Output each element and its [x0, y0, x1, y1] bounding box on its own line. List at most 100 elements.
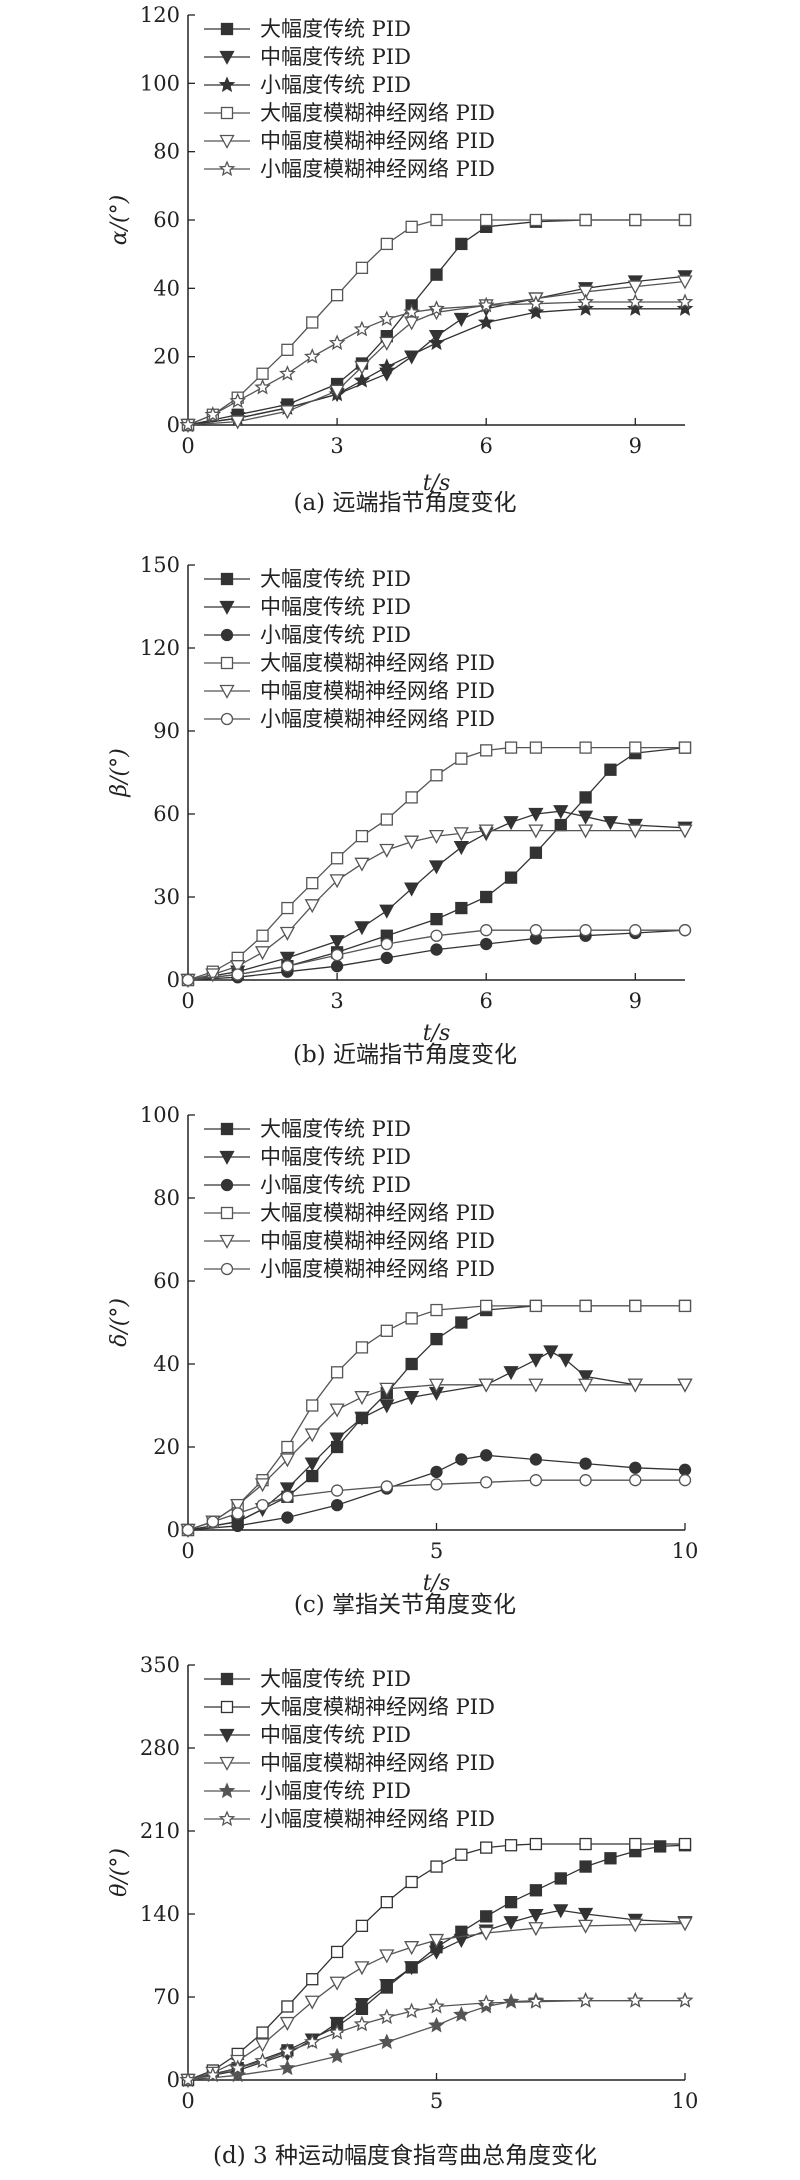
data-point: [678, 741, 692, 754]
data-point: [554, 818, 567, 832]
legend-marker: [219, 1756, 235, 1771]
series-5: [180, 275, 693, 433]
data-point: [306, 877, 319, 890]
data-point: [405, 791, 418, 804]
y-tick-label: 210: [140, 1819, 180, 1843]
series-6: [179, 293, 694, 433]
data-point: [380, 1324, 393, 1337]
legend-entry: 小幅度模糊神经网络 PID: [260, 1807, 495, 1831]
data-point: [528, 1909, 544, 1924]
y-axis-label: β/(°): [107, 748, 132, 797]
legend-marker: [219, 1728, 235, 1743]
x-tick-label: 10: [672, 1539, 699, 1563]
data-point: [281, 901, 294, 915]
data-point: [455, 1848, 468, 1861]
legend: 大幅度传统 PID 大幅度模糊神经网络 PID 中幅度传统 PID 中幅度模糊神经网络…: [204, 1667, 495, 1831]
data-point: [281, 343, 294, 356]
x-tick-label: 3: [330, 989, 343, 1013]
data-point: [676, 300, 694, 316]
data-point: [579, 213, 592, 227]
data-point: [330, 960, 344, 973]
data-point: [629, 1299, 642, 1313]
legend-entry: 中幅度传统 PID: [260, 595, 411, 619]
data-point: [329, 2016, 345, 2031]
data-point: [206, 1515, 220, 1528]
data-point: [430, 268, 443, 281]
y-tick-label: 90: [153, 719, 180, 743]
data-point: [330, 1484, 344, 1497]
data-point: [579, 1457, 592, 1470]
chart-panel-3: 0 20 40 60 80 100 0 5 10 δ/(°) t/s 大幅度传统 PID 中幅度传统 P…: [107, 1103, 698, 1618]
data-point: [578, 1919, 594, 1934]
data-point: [678, 1299, 692, 1313]
data-point: [543, 1345, 559, 1360]
data-point: [428, 2016, 445, 2033]
legend-marker: [220, 712, 234, 726]
x-tick-label: 6: [480, 434, 493, 458]
data-point: [430, 213, 443, 227]
data-point: [231, 1507, 244, 1520]
data-point: [677, 1917, 693, 1932]
data-point: [428, 300, 445, 316]
legend-marker: [220, 1178, 234, 1192]
panel-caption: (c) 掌指关节角度变化: [294, 1592, 516, 1618]
data-point: [404, 835, 420, 850]
data-point: [279, 926, 295, 941]
data-point: [379, 336, 395, 351]
y-tick-label: 80: [153, 140, 180, 164]
legend-marker: [218, 1782, 236, 1799]
data-point: [678, 924, 692, 937]
x-tick-label: 0: [181, 989, 194, 1013]
series-line: [187, 275, 686, 426]
data-point: [254, 2038, 271, 2053]
legend-entry: 小幅度模糊神经网络 PID: [260, 707, 495, 731]
data-point: [279, 1453, 295, 1468]
data-point: [478, 824, 494, 839]
data-point: [329, 935, 345, 950]
data-point: [428, 1933, 445, 1948]
legend-entry: 小幅度传统 PID: [260, 623, 411, 647]
data-point: [604, 1852, 617, 1865]
data-point: [579, 924, 592, 937]
legend-entry: 小幅度传统 PID: [260, 73, 411, 97]
data-point: [204, 2066, 222, 2083]
data-point: [404, 316, 420, 331]
data-point: [677, 824, 693, 839]
legend-marker: [219, 1234, 235, 1249]
legend-marker: [220, 572, 234, 586]
data-point: [677, 1378, 693, 1393]
data-point: [579, 791, 592, 804]
x-tick-label: 9: [629, 434, 642, 458]
y-tick-label: 350: [140, 1653, 180, 1677]
legend-marker: [219, 134, 235, 149]
data-point: [578, 1378, 594, 1393]
y-tick-label: 0: [167, 968, 180, 992]
data-point: [480, 213, 493, 227]
data-point: [527, 303, 545, 320]
data-point: [379, 843, 395, 858]
data-point: [430, 1332, 443, 1346]
data-point: [303, 348, 321, 364]
data-point: [179, 2071, 197, 2088]
data-point: [330, 1498, 344, 1512]
data-point: [279, 2042, 296, 2059]
y-tick-label: 80: [153, 1186, 180, 1210]
data-point: [480, 924, 493, 937]
data-point: [629, 1474, 642, 1487]
data-point: [477, 1994, 495, 2010]
data-point: [281, 960, 294, 973]
y-tick-label: 0: [167, 2068, 180, 2092]
data-point: [529, 1453, 543, 1466]
data-point: [355, 1919, 369, 1933]
data-point: [428, 860, 445, 875]
legend: 大幅度传统 PID 中幅度传统 PID 小幅度传统 PID 大幅度模糊神经网络 PID…: [204, 567, 495, 731]
data-point: [230, 960, 246, 975]
data-point: [306, 1399, 319, 1412]
data-point: [578, 1370, 594, 1385]
data-point: [205, 968, 221, 983]
data-point: [626, 293, 644, 310]
data-point: [328, 334, 346, 351]
data-point: [504, 1895, 518, 1909]
y-tick-label: 60: [153, 1269, 180, 1293]
legend-entry: 中幅度传统 PID: [260, 1145, 411, 1169]
